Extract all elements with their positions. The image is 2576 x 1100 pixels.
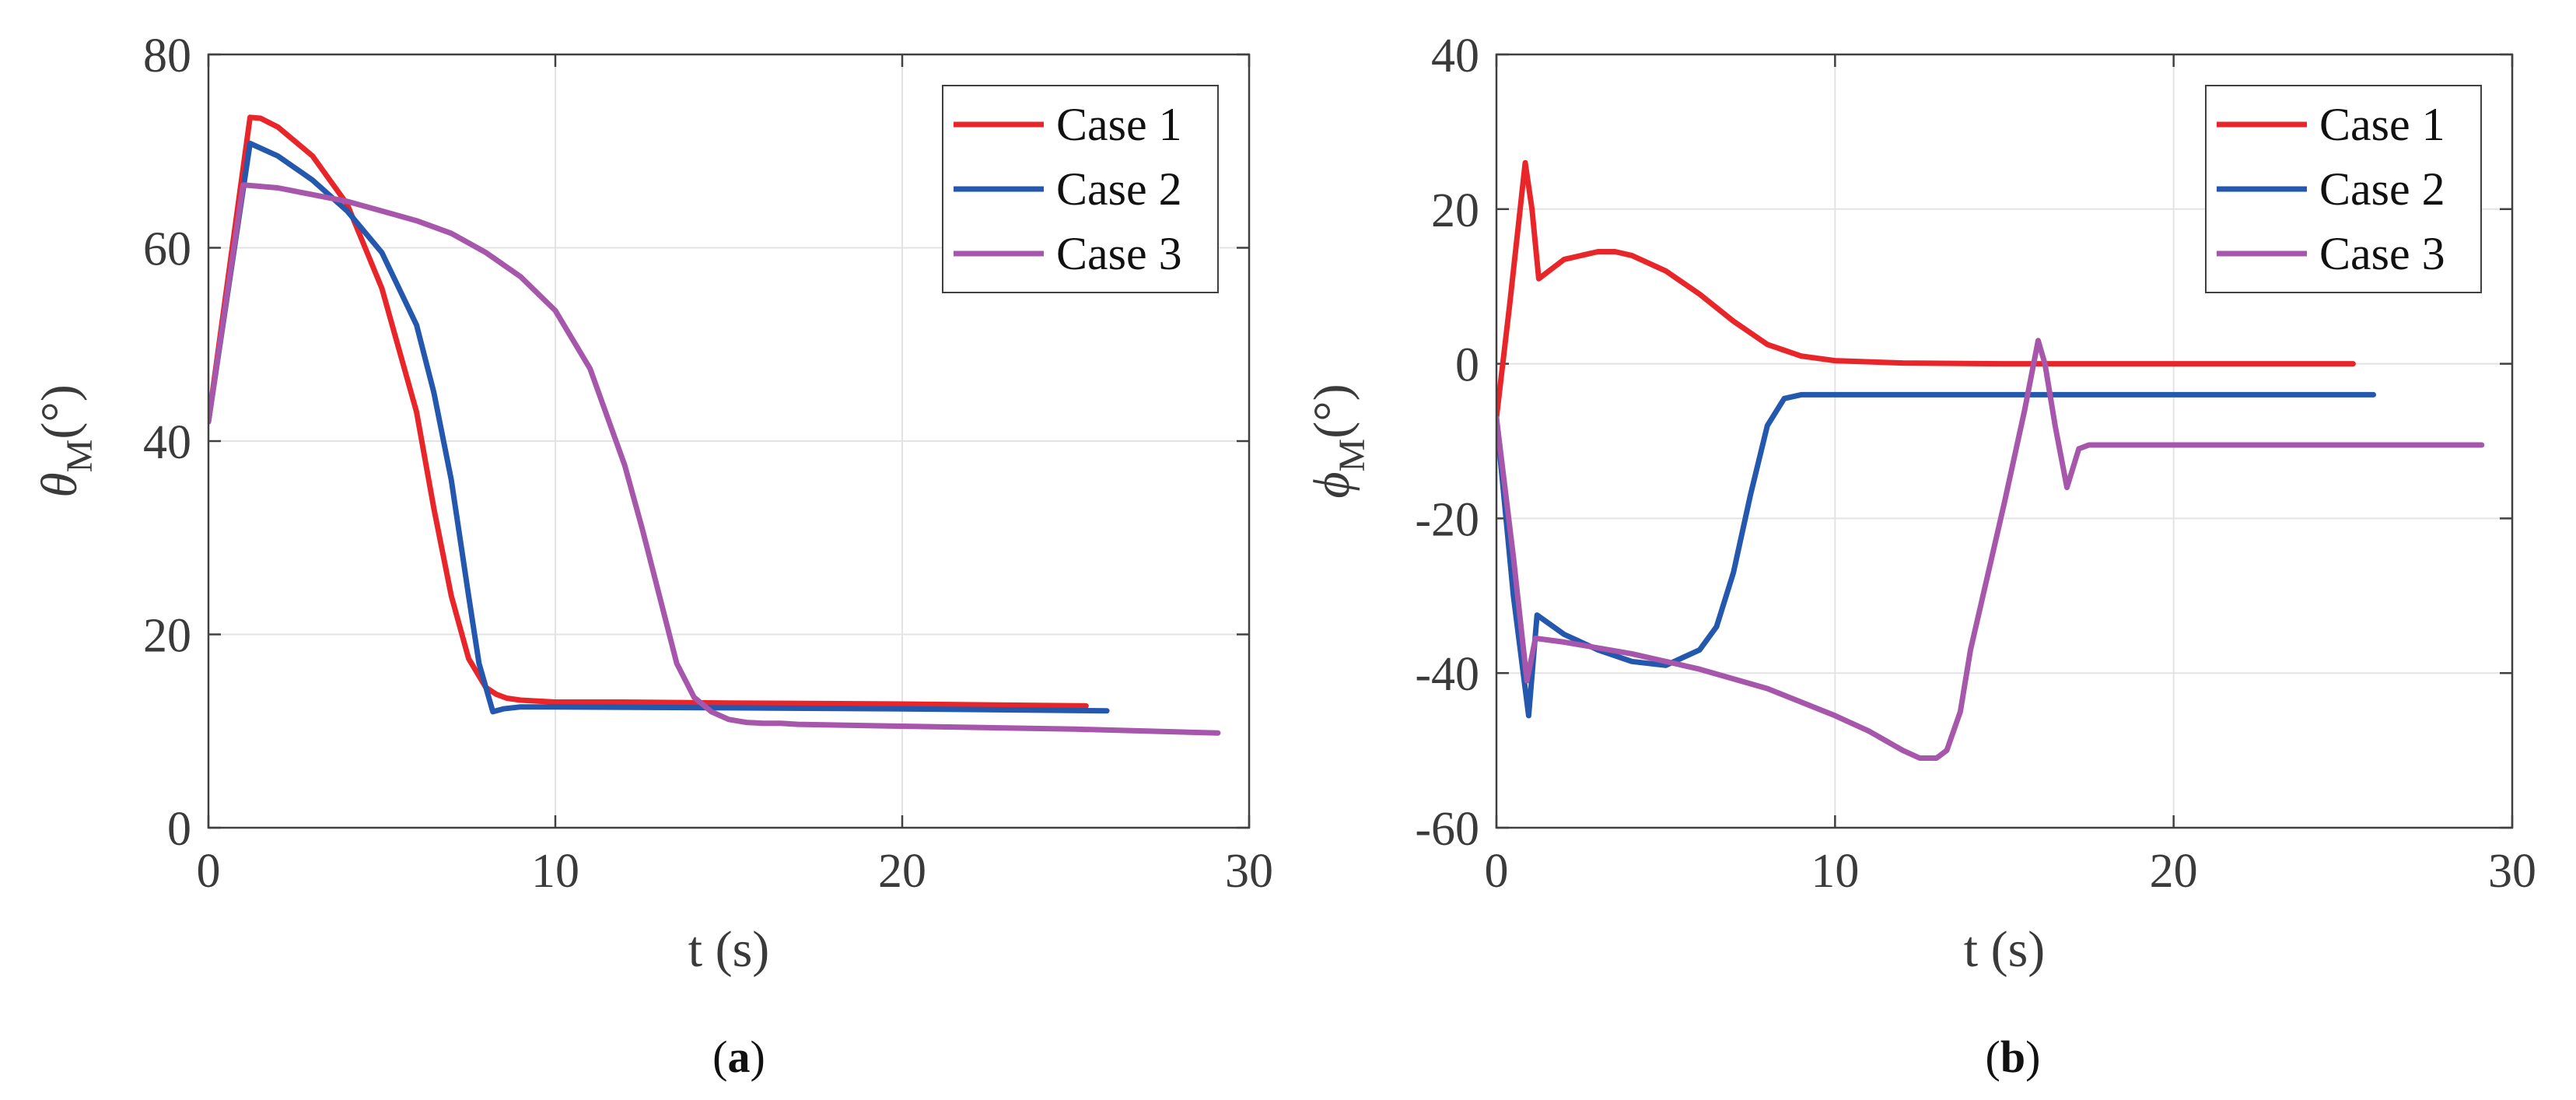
legend-label: Case 1 — [2319, 99, 2445, 150]
caption-letter: a — [728, 1032, 751, 1082]
x-axis-label: t (s) — [688, 921, 769, 978]
y-tick-label: 0 — [1455, 339, 1479, 392]
x-tick-label: 0 — [197, 845, 221, 898]
y-axis-unit: (°) — [31, 384, 88, 439]
x-axis-label: t (s) — [1964, 921, 2045, 978]
panel-b: 0 10 20 30 -60 -40 -20 0 20 40 t (s) ϕM(°) Case 1 Cas… — [1304, 30, 2536, 1082]
y-tick-label: 40 — [1431, 30, 1479, 82]
caption-paren-close: ) — [2025, 1032, 2040, 1082]
legend-label: Case 2 — [1056, 163, 1182, 215]
y-tick-label: 20 — [143, 610, 191, 663]
y-axis-symbol: θ — [31, 472, 88, 497]
caption-letter: b — [2000, 1032, 2025, 1082]
series-line-case-1 — [1496, 159, 2356, 421]
legend-label: Case 3 — [2319, 228, 2445, 279]
x-tick-label: 30 — [2488, 845, 2536, 898]
series-line-case-3 — [1496, 338, 2485, 761]
caption-paren-open: ( — [1986, 1032, 2000, 1082]
y-axis-subscript: M — [1332, 439, 1373, 472]
y-tick-label: 40 — [143, 416, 191, 469]
x-tick-label: 0 — [1485, 845, 1509, 898]
y-tick-label: 80 — [143, 30, 191, 82]
x-tick-label: 20 — [878, 845, 926, 898]
x-tick-label: 10 — [1811, 845, 1859, 898]
panel-caption: (b) — [1986, 1032, 2041, 1082]
caption-paren-open: ( — [712, 1032, 727, 1082]
series-line-case-2 — [208, 140, 1110, 715]
y-tick-label: -20 — [1415, 493, 1479, 546]
caption-paren-close: ) — [751, 1032, 765, 1082]
legend-label: Case 2 — [2319, 163, 2445, 215]
axes-frame — [207, 53, 1251, 829]
panel-a: 0 10 20 30 0 20 40 60 80 t (s) θM(°) Case 1 Case 2 Ca… — [31, 30, 1273, 1082]
series-line-case-2 — [1496, 391, 2376, 719]
x-tick-label: 30 — [1225, 845, 1273, 898]
y-axis-symbol: ϕ — [1304, 471, 1360, 498]
legend-label: Case 3 — [1056, 228, 1182, 279]
legend-label: Case 1 — [1056, 99, 1182, 150]
series-line-case-3 — [208, 182, 1221, 736]
y-tick-label: -60 — [1415, 803, 1479, 856]
panel-caption: (a) — [712, 1032, 765, 1082]
y-axis-label: θM(°) — [31, 384, 100, 497]
x-tick-label: 10 — [531, 845, 579, 898]
y-tick-label: 20 — [1431, 184, 1479, 237]
y-axis-unit: (°) — [1304, 384, 1360, 438]
y-tick-label: -40 — [1415, 648, 1479, 701]
y-tick-label: 0 — [167, 803, 191, 856]
y-axis-label: ϕM(°) — [1304, 384, 1373, 498]
axes-frame — [1495, 53, 2514, 829]
series-line-case-1 — [208, 114, 1089, 709]
y-tick-label: 60 — [143, 223, 191, 276]
x-tick-label: 20 — [2150, 845, 2198, 898]
y-axis-subscript: M — [59, 440, 100, 473]
